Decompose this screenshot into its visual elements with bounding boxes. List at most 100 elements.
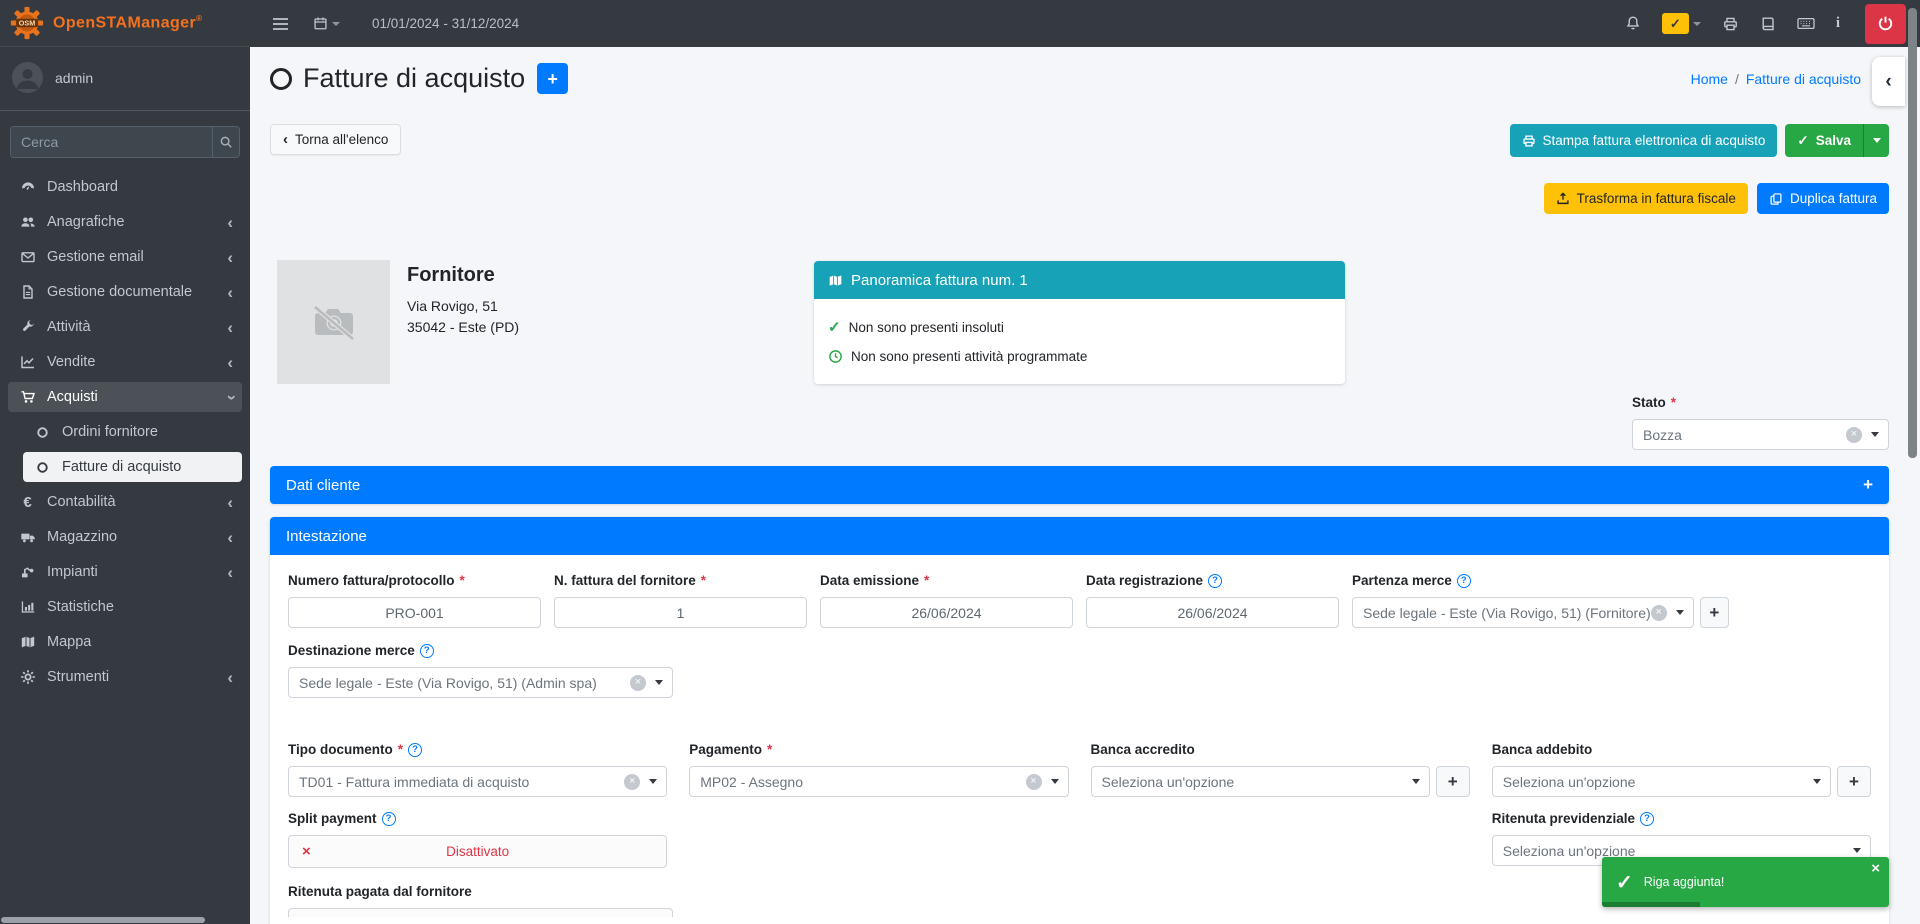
sidebar-item-statistiche[interactable]: Statistiche (8, 592, 242, 622)
topbar: 01/01/2024 - 31/12/2024 ✓ i (250, 0, 1920, 47)
scrollbar-thumb[interactable] (1908, 8, 1917, 458)
sidebar-item-anagrafiche[interactable]: Anagrafiche ‹ (8, 207, 242, 237)
sidebar-item-contabilita[interactable]: € Contabilità ‹ (8, 487, 242, 517)
question-circle-icon[interactable]: ? (381, 811, 396, 826)
caret-down-icon (649, 779, 658, 784)
printer-icon (1522, 134, 1535, 147)
add-banca-addebito-button[interactable]: + (1837, 766, 1871, 797)
keyboard-shortcuts-icon[interactable] (1797, 16, 1815, 31)
field-label: Split payment (288, 811, 377, 826)
brand[interactable]: OSM OpenSTAManager® (0, 0, 250, 47)
clear-icon[interactable]: × (624, 773, 641, 790)
partenza-merce-select[interactable]: Sede legale - Este (Via Rovigo, 51) (For… (1352, 597, 1694, 628)
field-label: Partenza merce (1352, 573, 1452, 588)
cart-icon (17, 389, 38, 405)
expand-plus-icon[interactable]: + (1863, 475, 1873, 494)
breadcrumb-current-link[interactable]: Fatture di acquisto (1745, 70, 1861, 87)
sidebar-horizontal-scrollbar[interactable] (0, 916, 250, 924)
map-icon (17, 634, 38, 650)
field-label: Stato (1632, 395, 1666, 410)
hamburger-menu-icon[interactable] (272, 17, 289, 31)
sidebar-item-mappa[interactable]: Mappa (8, 627, 242, 657)
sidebar-item-gestione-email[interactable]: Gestione email ‹ (8, 242, 242, 272)
n-fattura-fornitore-input[interactable] (554, 597, 807, 628)
notifications-bell-icon[interactable] (1625, 15, 1641, 32)
close-icon[interactable]: × (1871, 860, 1880, 877)
breadcrumb-home-link[interactable]: Home (1690, 70, 1728, 87)
clear-icon[interactable]: × (1846, 426, 1862, 443)
caret-down-icon (1411, 779, 1420, 784)
date-range[interactable]: 01/01/2024 - 31/12/2024 (372, 16, 520, 31)
save-button[interactable]: ✓ Salva (1785, 124, 1863, 157)
data-registrazione-input[interactable] (1086, 597, 1339, 628)
field-label: Destinazione merce (288, 643, 415, 658)
sidebar-item-magazzino[interactable]: Magazzino ‹ (8, 522, 242, 552)
banca-addebito-select[interactable]: Seleziona un'opzione (1491, 766, 1831, 797)
save-dropdown-toggle[interactable] (1863, 124, 1889, 157)
sidebar-item-ordini-fornitore[interactable]: Ordini fornitore (23, 417, 242, 447)
sidebar-item-dashboard[interactable]: Dashboard (8, 172, 242, 202)
docs-book-icon[interactable] (1760, 16, 1776, 32)
clear-icon[interactable]: × (1650, 604, 1667, 621)
question-circle-icon[interactable]: ? (408, 742, 423, 757)
clear-icon[interactable]: × (1025, 773, 1042, 790)
intestazione-header[interactable]: Intestazione (270, 517, 1889, 555)
field-label: Ritenuta previdenziale (1491, 811, 1636, 826)
destinazione-merce-select[interactable]: Sede legale - Este (Via Rovigo, 51) (Adm… (288, 667, 673, 698)
clear-icon[interactable]: × (630, 674, 646, 691)
sidebar-item-fatture-di-acquisto[interactable]: Fatture di acquisto (23, 452, 242, 482)
sidebar-item-impianti[interactable]: Impianti ‹ (8, 557, 242, 587)
numero-fattura-input[interactable] (288, 597, 541, 628)
supplier-image-placeholder[interactable] (277, 260, 390, 384)
chart-line-icon (17, 354, 38, 370)
collapse-panel-tab[interactable]: ‹ (1872, 57, 1905, 106)
sidebar-item-acquisti[interactable]: Acquisti ‹ (8, 382, 242, 412)
split-payment-toggle[interactable]: × Disattivato (288, 835, 668, 868)
check-icon: ✓ (1797, 132, 1809, 148)
back-to-list-button[interactable]: ‹ Torna all'elenco (270, 124, 402, 155)
banca-accredito-select[interactable]: Seleziona un'opzione (1090, 766, 1430, 797)
supplier-card: Fornitore Via Rovigo, 51 35042 - Este (P… (277, 260, 1889, 384)
scrollbar-thumb[interactable] (1, 917, 205, 923)
transform-to-fiscal-invoice-button[interactable]: Trasforma in fattura fiscale (1543, 183, 1748, 214)
required-asterisk: * (459, 573, 465, 588)
add-partenza-merce-button[interactable]: + (1699, 597, 1729, 628)
pagamento-select[interactable]: MP02 - Assegno × (689, 766, 1069, 797)
info-icon[interactable]: i (1835, 15, 1840, 31)
ritenuta-fornitore-toggle[interactable] (288, 908, 673, 917)
search-button[interactable] (212, 127, 239, 157)
machine-icon (17, 564, 38, 580)
toast-progress (1602, 902, 1700, 907)
circle-icon (32, 461, 53, 474)
sidebar-item-strumenti[interactable]: Strumenti ‹ (8, 662, 242, 692)
sidebar-item-vendite[interactable]: Vendite ‹ (8, 347, 242, 377)
logout-power-button[interactable] (1865, 3, 1906, 44)
duplicate-invoice-button[interactable]: Duplica fattura (1756, 183, 1889, 214)
question-circle-icon[interactable]: ? (1640, 811, 1655, 826)
dati-cliente-header[interactable]: Dati cliente + (270, 466, 1889, 504)
add-invoice-button[interactable]: + (537, 63, 569, 94)
question-circle-icon[interactable]: ? (1456, 573, 1471, 588)
question-circle-icon[interactable]: ? (1208, 573, 1223, 588)
avatar (12, 62, 43, 93)
field-label: Banca addebito (1491, 742, 1593, 757)
tasks-dropdown[interactable]: ✓ (1661, 13, 1701, 34)
calendar-dropdown[interactable] (313, 16, 340, 31)
add-banca-accredito-button[interactable]: + (1435, 766, 1470, 797)
search-input[interactable] (11, 127, 212, 157)
question-circle-icon[interactable]: ? (419, 643, 434, 658)
content: Fatture di acquisto + Home / Fatture di … (250, 47, 1920, 924)
stato-select[interactable]: Bozza × (1632, 419, 1889, 450)
chevron-left-icon: ‹ (227, 492, 233, 512)
data-emissione-input[interactable] (820, 597, 1073, 628)
username[interactable]: admin (55, 69, 94, 86)
vertical-scrollbar[interactable] (1905, 0, 1920, 924)
sidebar-item-attivita[interactable]: Attività ‹ (8, 312, 242, 342)
print-icon[interactable] (1722, 16, 1739, 32)
print-einvoice-button[interactable]: Stampa fattura elettronica di acquisto (1509, 124, 1778, 157)
check-icon: ✓ (828, 319, 841, 336)
sidebar-item-gestione-documentale[interactable]: Gestione documentale ‹ (8, 277, 242, 307)
required-asterisk: * (767, 742, 773, 757)
tipo-documento-select[interactable]: TD01 - Fattura immediata di acquisto × (288, 766, 668, 797)
caret-down-icon (1675, 610, 1684, 615)
